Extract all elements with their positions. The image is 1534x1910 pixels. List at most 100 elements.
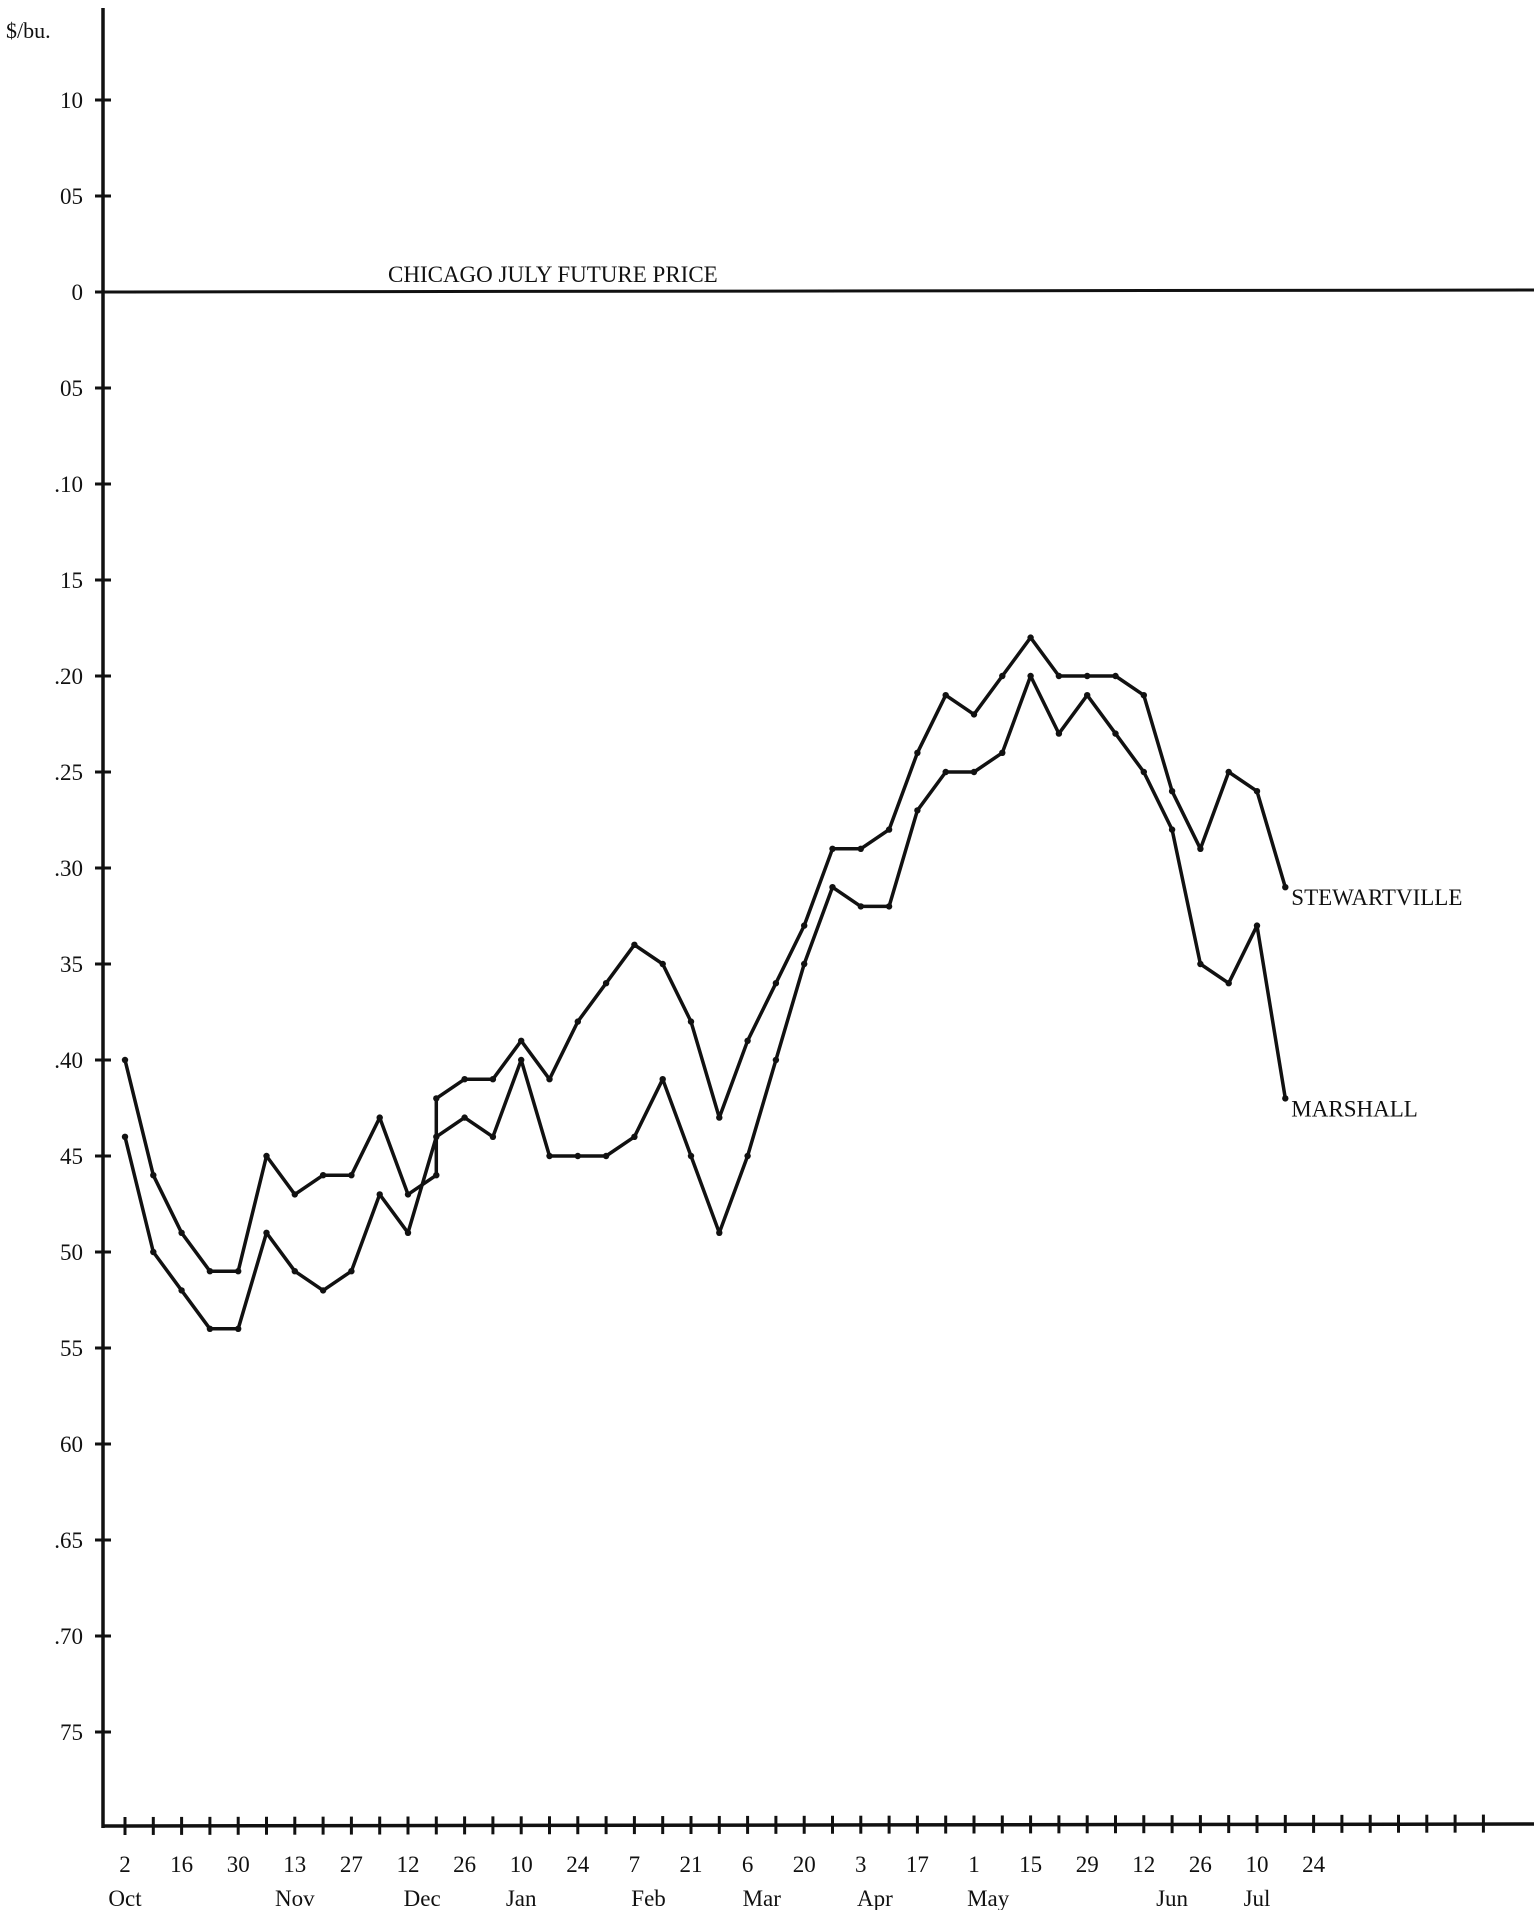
- x-tick-label: 26: [1189, 1852, 1212, 1877]
- data-point: [178, 1229, 185, 1237]
- x-tick-label: 10: [510, 1852, 533, 1877]
- x-month-label: Nov: [275, 1886, 315, 1910]
- data-point: [716, 1229, 723, 1237]
- data-point: [1168, 788, 1176, 795]
- x-tick-label: 10: [1246, 1852, 1269, 1877]
- x-tick-label: 13: [283, 1852, 306, 1877]
- x-axis-line: [102, 1822, 1534, 1828]
- data-point: [291, 1191, 298, 1198]
- x-month-label: Dec: [404, 1886, 441, 1910]
- y-axis-label: $/bu.: [6, 18, 51, 43]
- data-point: [1225, 980, 1232, 987]
- data-point: [574, 1018, 581, 1025]
- data-point: [1084, 672, 1091, 680]
- data-point: [461, 1114, 468, 1121]
- data-point: [150, 1172, 157, 1179]
- data-point: [263, 1229, 270, 1237]
- y-tick-label: 50: [60, 1240, 83, 1265]
- x-tick-label: 30: [227, 1852, 250, 1877]
- x-tick-label: 21: [680, 1852, 703, 1877]
- x-tick-label: 2: [119, 1852, 131, 1877]
- data-point: [1282, 1095, 1289, 1102]
- y-tick-label: .25: [54, 760, 83, 785]
- data-point: [970, 768, 978, 776]
- x-month-label: Jan: [506, 1886, 537, 1910]
- y-tick-label: 60: [60, 1432, 83, 1457]
- data-point: [659, 1076, 666, 1083]
- data-point: [602, 980, 610, 987]
- y-tick-label: 35: [60, 952, 83, 977]
- data-point: [631, 941, 638, 948]
- y-tick-label: 10: [60, 88, 83, 113]
- data-point: [489, 1133, 497, 1141]
- series-end-label: STEWARTVILLE: [1291, 885, 1462, 910]
- data-point: [461, 1076, 468, 1083]
- axes: [101, 8, 1534, 1828]
- data-point: [376, 1114, 383, 1121]
- x-month-label: Mar: [743, 1886, 782, 1910]
- data-point: [433, 1133, 440, 1141]
- data-point: [574, 1152, 581, 1160]
- data-point: [433, 1095, 440, 1102]
- data-point: [319, 1287, 327, 1294]
- series-line: [123, 674, 1288, 1331]
- y-axis-ticks: 10 05 0 05 .10 15 .20 .25 .30 35 .40 45 50 55 60 .65 .70…: [54, 88, 111, 1745]
- data-point: [489, 1076, 497, 1083]
- data-point: [518, 1037, 525, 1045]
- data-point: [404, 1191, 412, 1198]
- series-end-label: MARSHALL: [1291, 1096, 1418, 1121]
- data-point: [687, 1152, 695, 1160]
- x-axis-ticks: 2 16 30 13 27 12 26 10 24 7 21 6 20 3 17 1 15 29 12 26 10 24O…: [108, 1814, 1485, 1910]
- data-point: [263, 1152, 270, 1160]
- data-point: [1197, 845, 1204, 852]
- data-point: [857, 903, 864, 910]
- y-tick-label: 15: [60, 568, 83, 593]
- y-tick-label: .30: [54, 856, 83, 881]
- data-point: [602, 1152, 610, 1160]
- data-point: [348, 1172, 355, 1179]
- data-point: [1084, 692, 1091, 699]
- data-point: [659, 960, 666, 968]
- data-point: [970, 711, 978, 718]
- data-point: [319, 1172, 327, 1179]
- data-point: [801, 922, 808, 929]
- data-point: [121, 1133, 129, 1141]
- x-tick-label: 12: [1132, 1852, 1155, 1877]
- y-tick-label: .40: [54, 1048, 83, 1073]
- data-point: [1253, 788, 1261, 795]
- data-point: [744, 1037, 751, 1045]
- x-tick-label: 16: [170, 1852, 193, 1877]
- x-tick-label: 15: [1019, 1852, 1042, 1877]
- data-point: [178, 1287, 185, 1294]
- y-tick-label: .20: [54, 664, 83, 689]
- y-tick-label: .70: [54, 1624, 83, 1649]
- data-point: [1140, 768, 1148, 776]
- data-point: [235, 1268, 242, 1275]
- x-month-label: Jun: [1156, 1886, 1188, 1910]
- data-point: [716, 1114, 723, 1121]
- labels: CHICAGO JULY FUTURE PRICE STEWARTVILLE MAR…: [388, 262, 1462, 1121]
- data-point: [518, 1056, 525, 1064]
- data-point: [687, 1018, 695, 1025]
- data-point: [291, 1268, 298, 1275]
- x-tick-label: 12: [397, 1852, 420, 1877]
- data-point: [999, 672, 1006, 680]
- data-point: [914, 807, 921, 814]
- x-tick-label: 17: [906, 1852, 929, 1877]
- data-point: [546, 1076, 553, 1083]
- reference-line: [102, 288, 1534, 294]
- data-point: [235, 1325, 242, 1333]
- x-month-label: May: [967, 1886, 1010, 1910]
- data-point: [744, 1152, 751, 1160]
- data-point: [150, 1248, 157, 1256]
- data-point: [1168, 826, 1176, 833]
- data-point: [829, 845, 836, 852]
- y-tick-label: .10: [54, 472, 83, 497]
- x-tick-label: 29: [1076, 1852, 1099, 1877]
- x-tick-label: 20: [793, 1852, 816, 1877]
- x-tick-label: 6: [742, 1852, 754, 1877]
- data-point: [999, 749, 1006, 756]
- data-point: [348, 1268, 355, 1275]
- y-tick-label: 45: [60, 1144, 83, 1169]
- data-point: [829, 884, 836, 891]
